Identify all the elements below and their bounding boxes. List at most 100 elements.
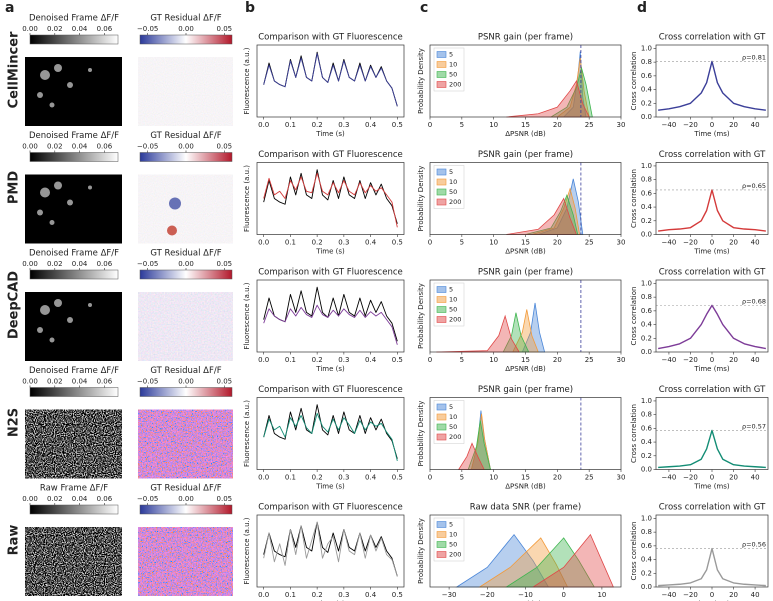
reference-label: ρ=0.56	[742, 541, 766, 549]
cell-blob	[37, 92, 43, 98]
x-tick-label: 20	[729, 121, 738, 129]
legend-swatch	[436, 413, 447, 421]
y-tick-label: 0.6	[641, 189, 653, 197]
cell-blob	[67, 199, 73, 206]
legend-swatch	[436, 71, 447, 78]
legend-swatch	[436, 423, 447, 431]
plot-frame	[429, 162, 622, 235]
plot-frame	[655, 397, 769, 470]
legend-label: 50	[449, 188, 457, 196]
colorbar-tick-label: −0.05	[137, 143, 158, 151]
x-tick-label: 0.5	[392, 239, 403, 247]
y-axis-label: Cross correlation	[630, 52, 638, 111]
y-tick-label: 1.0	[641, 162, 652, 170]
x-tick-label: 30	[617, 474, 626, 482]
y-axis-label: Probability Density	[417, 283, 425, 349]
method-name: DeepCAD	[7, 271, 22, 339]
x-tick-label: 0.5	[392, 356, 403, 364]
colorbar-title: GT Residual ΔF/F	[150, 366, 221, 376]
y-tick-label: 0.4	[641, 86, 653, 94]
x-tick-label: 15	[521, 356, 530, 364]
y-axis-label: Fluorescence (a.u.)	[243, 165, 251, 232]
x-tick-label: 30	[617, 356, 626, 364]
x-axis-label: Time (s)	[315, 365, 345, 373]
x-tick-label: −20	[683, 239, 698, 247]
legend-swatch	[436, 198, 447, 206]
chart-title: PSNR gain (per frame)	[478, 268, 573, 278]
x-tick-label: 0.5	[392, 591, 403, 599]
residual-image	[138, 527, 233, 596]
colorbar-title: GT Residual ΔF/F	[150, 14, 221, 24]
colorbar-tick-label: 0.04	[72, 25, 88, 33]
method-name: PMD	[7, 171, 22, 204]
y-axis-label: Fluorescence (a.u.)	[243, 400, 251, 467]
legend-label: 5	[449, 286, 453, 294]
colorbar-tick-label: −0.05	[137, 25, 158, 33]
x-tick-label: 0.2	[312, 474, 323, 482]
colorbar-tick-label: 0.02	[47, 378, 63, 386]
colorbar	[139, 152, 233, 162]
y-tick-label: 0.6	[641, 307, 653, 315]
cell-blob	[88, 303, 92, 307]
legend-swatch	[436, 296, 447, 303]
legend-swatch	[436, 51, 447, 58]
x-tick-label: 15	[521, 239, 530, 247]
colorbar-tick-label: 0.05	[217, 260, 233, 268]
legend-label: 50	[449, 71, 457, 79]
series-line	[658, 60, 766, 111]
x-tick-label: 0	[710, 356, 714, 364]
cell-blob	[54, 64, 62, 72]
x-axis-label: ΔPSNR (dB)	[505, 130, 546, 138]
x-tick-label: −40	[662, 591, 677, 599]
colorbar-tick-label: 0.00	[178, 25, 194, 33]
legend-label: 50	[449, 306, 457, 314]
series-line	[658, 429, 766, 469]
legend-swatch	[436, 541, 447, 548]
residual-image	[138, 409, 233, 479]
reference-label: ρ=0.57	[742, 422, 766, 430]
x-tick-label: 0	[561, 591, 565, 599]
plot-frame	[655, 279, 769, 353]
series-line	[263, 521, 398, 577]
x-tick-label: 25	[585, 239, 594, 247]
x-tick-label: 10	[489, 121, 498, 129]
x-axis-label: Time (ms)	[693, 248, 730, 256]
chart-title: Cross correlation with GT	[659, 503, 766, 513]
legend-label: 10	[449, 61, 457, 69]
y-axis-label: Probability Density	[417, 48, 425, 114]
x-axis-label: Time (ms)	[693, 483, 730, 491]
x-tick-label: 0.3	[338, 474, 349, 482]
cell-blob	[54, 181, 62, 190]
legend-label: 50	[449, 423, 457, 431]
colorbar-tick-label: 0.05	[217, 378, 233, 386]
cell-blob	[54, 299, 62, 307]
x-tick-label: 0.3	[338, 239, 349, 247]
x-tick-label: 0	[710, 239, 714, 247]
chart-title: PSNR gain (per frame)	[478, 150, 573, 160]
y-tick-label: 0.6	[641, 72, 653, 80]
x-tick-label: 0	[428, 356, 432, 364]
series-line	[263, 286, 398, 342]
panel-label: a	[5, 0, 14, 16]
x-tick-label: 0.1	[285, 591, 296, 599]
reference-label: ρ=0.65	[742, 182, 766, 190]
chart-title: Comparison with GT Fluorescence	[258, 33, 403, 43]
x-tick-label: 0.1	[285, 356, 296, 364]
plot-frame	[429, 44, 622, 118]
legend-swatch	[436, 306, 447, 313]
plot-frame	[655, 162, 769, 235]
x-tick-label: 25	[585, 121, 594, 129]
x-tick-label: 0.0	[258, 474, 269, 482]
y-axis-label: Cross correlation	[630, 169, 638, 228]
colorbar-tick-label: 0.00	[22, 25, 38, 33]
x-tick-label: −30	[442, 591, 457, 599]
colorbar-tick-label: −0.05	[137, 378, 158, 386]
series-line	[263, 404, 398, 459]
y-tick-label: 1.0	[641, 44, 652, 52]
x-tick-label: 5	[460, 121, 464, 129]
legend-label: 5	[449, 521, 453, 529]
x-tick-label: 0	[710, 121, 714, 129]
x-tick-label: 0.2	[312, 121, 323, 129]
colorbar-tick-label: 0.04	[72, 143, 88, 151]
